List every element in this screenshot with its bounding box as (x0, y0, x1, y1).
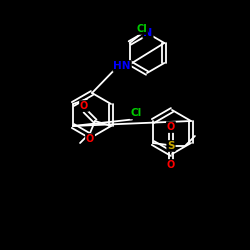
Text: S: S (167, 141, 175, 151)
Text: HN: HN (114, 61, 131, 71)
Text: O: O (86, 134, 94, 144)
Text: N: N (144, 28, 152, 38)
Text: Cl: Cl (136, 24, 147, 34)
Text: O: O (167, 160, 175, 170)
Text: O: O (167, 122, 175, 132)
Text: O: O (80, 101, 88, 111)
Text: Cl: Cl (130, 108, 141, 118)
